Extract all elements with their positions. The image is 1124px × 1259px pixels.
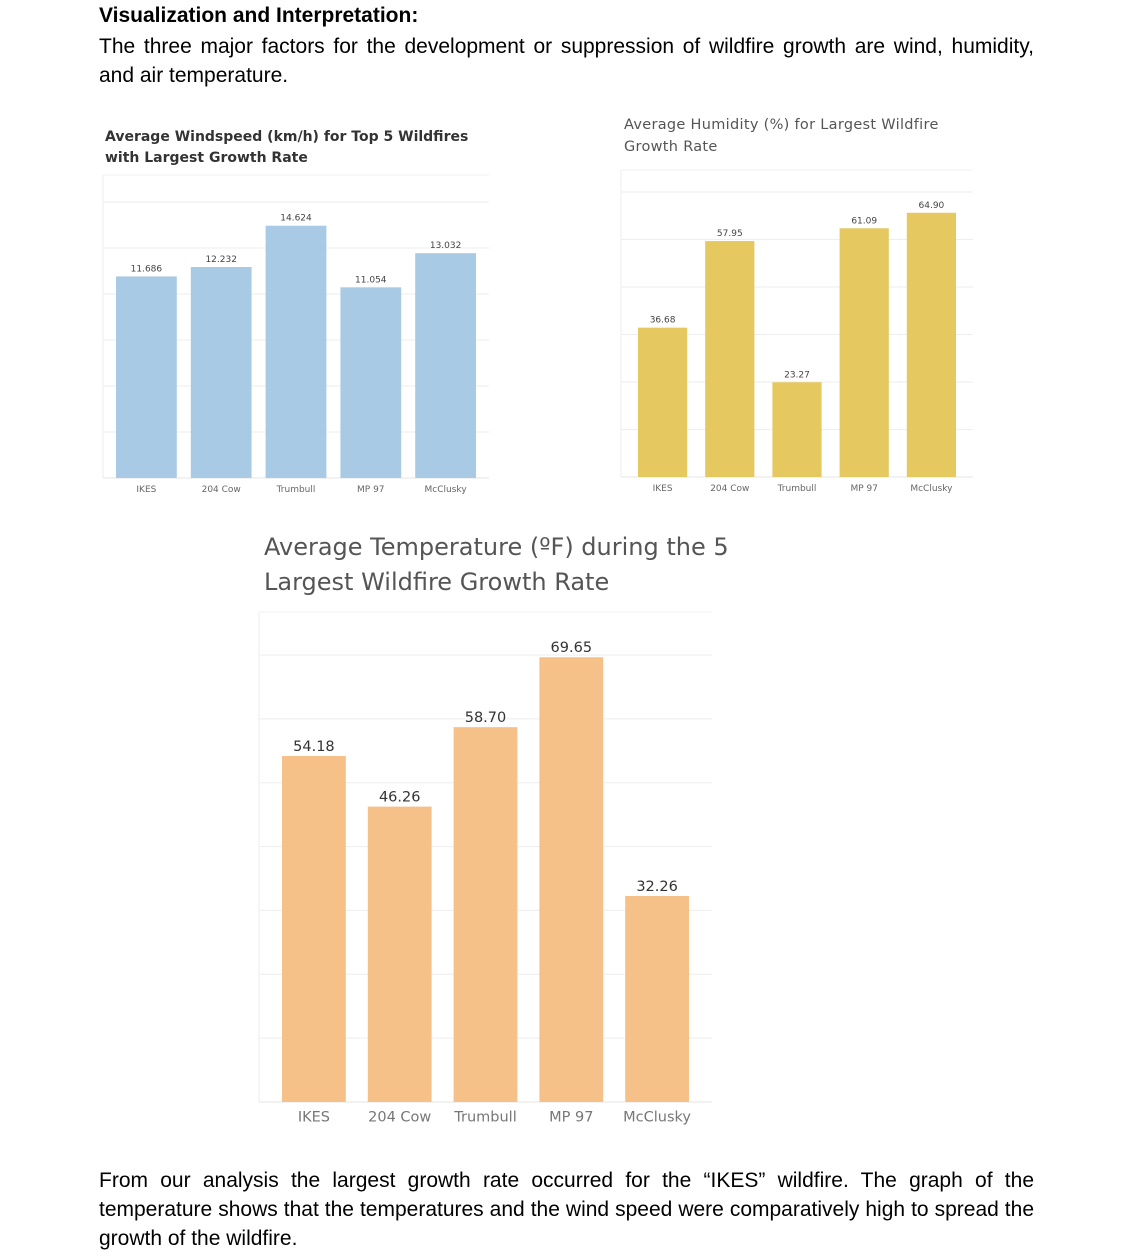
humidity-category-label: Trumbull [777, 484, 817, 494]
windspeed-category-label: Trumbull [276, 485, 316, 495]
windspeed-category-label: 204 Cow [202, 485, 241, 495]
temperature-value-label: 32.26 [636, 879, 678, 895]
temperature-value-label: 69.65 [551, 640, 593, 656]
windspeed-value-label: 14.624 [280, 214, 312, 224]
humidity-category-label: 204 Cow [710, 484, 749, 494]
windspeed-category-label: IKES [136, 485, 156, 495]
temperature-value-label: 58.70 [465, 710, 507, 726]
temperature-bar [453, 727, 518, 1102]
windspeed-value-label: 12.232 [205, 255, 237, 265]
windspeed-bar [415, 253, 476, 478]
humidity-bar-chart: 36.68 IKES 57.95 204 Cow 23.27 Trumbull 61.09 M… [620, 169, 973, 494]
conclusion-paragraph: From our analysis the largest growth rat… [99, 1169, 1034, 1250]
windspeed-category-label: MP 97 [357, 485, 385, 495]
humidity-bar [772, 382, 822, 477]
temperature-bar [539, 657, 604, 1102]
humidity-category-label: McClusky [910, 484, 953, 494]
temperature-category-label: IKES [298, 1110, 330, 1126]
temperature-value-label: 46.26 [379, 790, 421, 806]
windspeed-bar [116, 276, 177, 478]
temperature-category-label: Trumbull [453, 1110, 516, 1126]
temperature-category-label: MP 97 [549, 1110, 593, 1126]
temperature-bar [367, 806, 432, 1102]
windspeed-value-label: 13.032 [430, 241, 462, 251]
humidity-bar [705, 241, 755, 477]
temperature-category-label: 204 Cow [368, 1110, 431, 1126]
humidity-value-label: 61.09 [851, 216, 877, 226]
windspeed-bar [265, 225, 327, 478]
windspeed-chart-title: Average Windspeed (km/h) for Top 5 Wildf… [105, 129, 469, 166]
temperature-chart-title: Average Temperature (ºF) during the 5 La… [264, 533, 729, 596]
humidity-value-label: 57.95 [717, 229, 743, 239]
section-heading: Visualization and Interpretation: [99, 4, 419, 27]
windspeed-bar-chart: 11.686 IKES 12.232 204 Cow 14.624 Trumbull 11.… [102, 174, 489, 495]
windspeed-value-label: 11.686 [131, 264, 163, 274]
humidity-category-label: IKES [653, 484, 673, 494]
windspeed-bar [190, 266, 252, 478]
windspeed-category-label: McClusky [425, 485, 468, 495]
temperature-bar [282, 756, 346, 1102]
humidity-bar [638, 327, 688, 477]
temperature-bar-chart: 54.18 IKES 46.26 204 Cow 58.70 Trumbull 69.65 M… [258, 611, 712, 1126]
temperature-category-label: McClusky [623, 1110, 691, 1126]
humidity-chart-title: Average Humidity (%) for Largest Wildfir… [624, 117, 939, 155]
humidity-value-label: 23.27 [784, 370, 810, 380]
humidity-bar [839, 228, 889, 477]
humidity-value-label: 64.90 [919, 201, 945, 211]
windspeed-value-label: 11.054 [355, 275, 387, 285]
intro-paragraph: The three major factors for the developm… [99, 35, 1034, 87]
humidity-value-label: 36.68 [650, 316, 676, 326]
temperature-bar [625, 895, 689, 1102]
windspeed-bar [340, 287, 402, 478]
humidity-bar [906, 212, 956, 477]
humidity-category-label: MP 97 [850, 484, 878, 494]
temperature-value-label: 54.18 [293, 739, 335, 755]
